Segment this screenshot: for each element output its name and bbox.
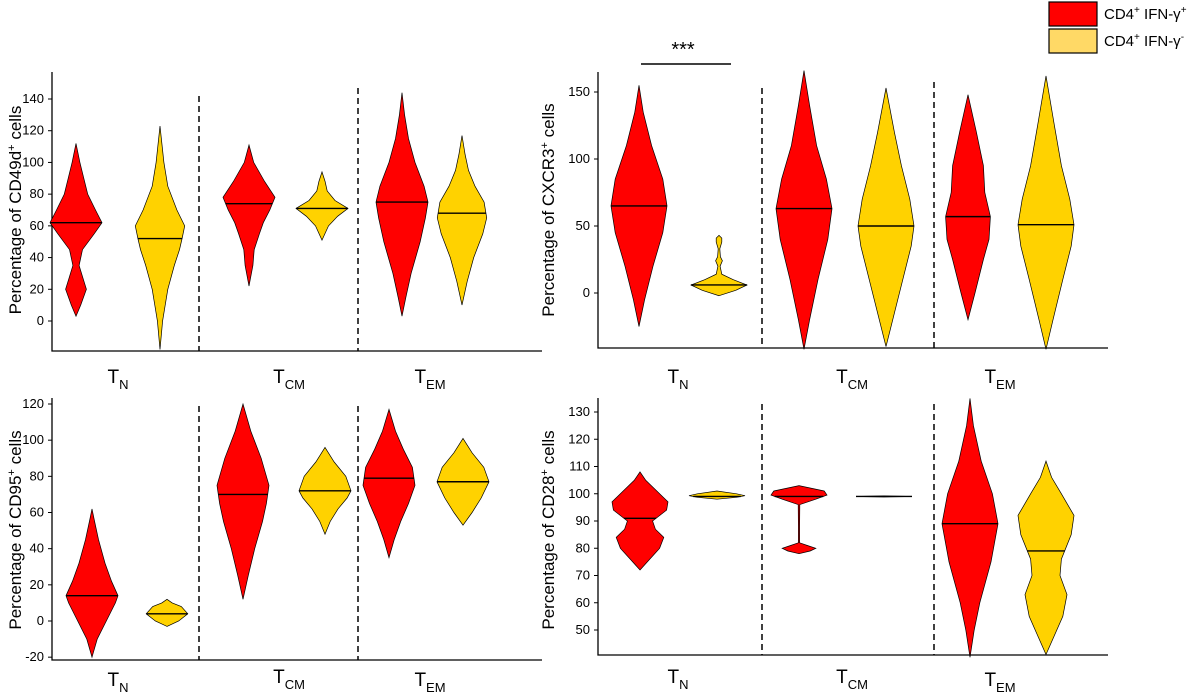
y-axis-label: Percentage of CD28+ cells (539, 430, 558, 629)
y-tick-label: 40 (30, 250, 44, 265)
panel-cd28: Percentage of CD28+ cells TN TCM TEM 50 6… (539, 398, 1108, 695)
violin-ifn-negative (436, 135, 488, 306)
y-tick-label: 120 (568, 431, 590, 446)
legend-swatch-ifn-positive (1048, 1, 1098, 27)
violin-ifn-positive (65, 508, 119, 659)
group-label-tn: TN (108, 367, 129, 392)
violin-ifn-positive (770, 485, 828, 555)
y-tick-label: -20 (25, 649, 44, 664)
axes (597, 398, 1108, 656)
violin-ifn-negative (134, 125, 186, 350)
y-tick-label: 80 (30, 186, 44, 201)
group-label-tem: TEM (414, 367, 445, 392)
violin-ifn-positive (611, 471, 669, 571)
y-tick-label: 120 (22, 123, 44, 138)
legend: CD4+ IFN-γ+ CD4+ IFN-γ- (1048, 1, 1187, 54)
y-axis-label: Percentage of CXCR3+ cells (539, 103, 558, 316)
violin-ifn-positive (49, 143, 103, 318)
y-tick-label: 100 (568, 151, 590, 166)
y-tick-label: 50 (576, 218, 590, 233)
y-tick-label: 130 (568, 404, 590, 419)
group-label-tcm: TCM (273, 667, 305, 692)
legend-swatch-ifn-negative (1048, 28, 1098, 54)
violin-ifn-negative (295, 170, 349, 241)
violin-ifn-positive (375, 92, 429, 317)
group-label-tn: TN (108, 670, 129, 694)
y-tick-label: 100 (22, 432, 44, 447)
axes (597, 72, 1108, 349)
y-tick-label: 40 (30, 541, 44, 556)
group-label-tn: TN (668, 667, 689, 692)
panel-cd49d: Percentage of CD49d+ cells TN TCM TEM 0 2… (6, 72, 542, 392)
violin-ifn-positive (945, 94, 991, 322)
y-tick-label: 140 (22, 91, 44, 106)
axes (51, 398, 542, 661)
y-tick-label: 80 (30, 468, 44, 483)
group-label-tn: TN (668, 367, 689, 392)
y-tick-label: 60 (30, 218, 44, 233)
y-tick-label: 60 (576, 595, 590, 610)
violin-ifn-positive (222, 143, 276, 287)
group-label-tcm: TCM (836, 367, 868, 392)
group-label-tcm: TCM (836, 667, 868, 692)
y-tick-label: 0 (583, 285, 590, 300)
y-tick-label: 0 (37, 313, 44, 328)
violin-ifn-positive (941, 398, 999, 658)
y-axis-label: Percentage of CD49d+ cells (6, 106, 25, 315)
group-label-tem: TEM (414, 670, 445, 694)
violin-ifn-negative (690, 234, 748, 297)
group-label-tem: TEM (984, 367, 1015, 392)
legend-label-ifn-negative: CD4+ IFN-γ- (1104, 32, 1184, 50)
y-tick-label: 80 (576, 540, 590, 555)
legend-label-ifn-positive: CD4+ IFN-γ+ (1104, 5, 1187, 23)
violin-ifn-negative (145, 598, 189, 627)
y-tick-label: 60 (30, 505, 44, 520)
violin-ifn-negative (688, 490, 746, 500)
violin-ifn-negative (1017, 460, 1075, 656)
panel-cxcr3: Percentage of CXCR3+ cells TN TCM TEM **… (539, 39, 1108, 392)
violin-ifn-positive (362, 408, 416, 559)
group-label-tem: TEM (984, 670, 1015, 694)
y-tick-label: 90 (576, 513, 590, 528)
y-tick-label: 50 (576, 622, 590, 637)
axes (51, 72, 542, 352)
violin-ifn-negative (1017, 75, 1075, 350)
group-label-tcm: TCM (273, 367, 305, 392)
y-tick-label: 110 (569, 459, 590, 474)
y-tick-label: 120 (22, 396, 44, 411)
violin-ifn-positive (216, 402, 270, 600)
violin-ifn-positive (775, 70, 833, 350)
y-tick-label: 70 (576, 568, 590, 583)
significance-label: *** (671, 39, 695, 61)
y-tick-label: 100 (22, 154, 44, 169)
panel-cd95: Percentage of CD95+ cells TN TCM TEM -20… (6, 396, 542, 695)
y-tick-label: 20 (30, 577, 44, 592)
y-axis-label: Percentage of CD95+ cells (6, 430, 25, 629)
y-tick-label: 20 (30, 281, 44, 296)
y-tick-label: 100 (568, 486, 590, 501)
violin-ifn-negative (857, 87, 915, 347)
y-tick-label: 150 (568, 84, 590, 99)
y-tick-label: 0 (37, 613, 44, 628)
